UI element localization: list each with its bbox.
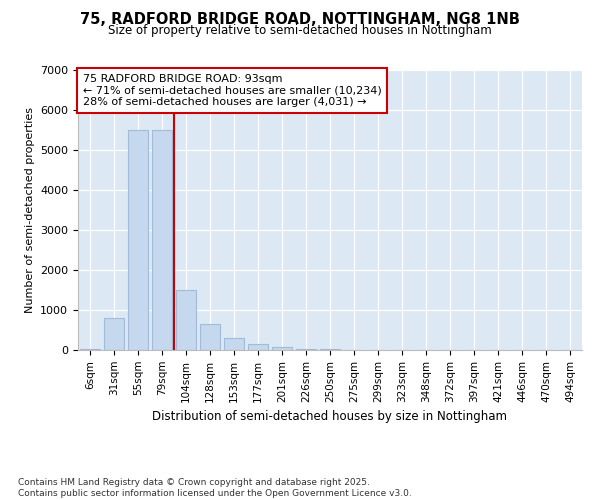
X-axis label: Distribution of semi-detached houses by size in Nottingham: Distribution of semi-detached houses by … <box>152 410 508 423</box>
Bar <box>152 130 172 350</box>
Text: Size of property relative to semi-detached houses in Nottingham: Size of property relative to semi-detach… <box>108 24 492 37</box>
Text: 75 RADFORD BRIDGE ROAD: 93sqm
← 71% of semi-detached houses are smaller (10,234): 75 RADFORD BRIDGE ROAD: 93sqm ← 71% of s… <box>83 74 382 107</box>
Bar <box>128 130 148 350</box>
Y-axis label: Number of semi-detached properties: Number of semi-detached properties <box>25 107 35 313</box>
Text: 75, RADFORD BRIDGE ROAD, NOTTINGHAM, NG8 1NB: 75, RADFORD BRIDGE ROAD, NOTTINGHAM, NG8… <box>80 12 520 28</box>
Bar <box>296 349 316 350</box>
Bar <box>320 349 340 350</box>
Bar <box>272 347 292 350</box>
Bar <box>176 290 196 350</box>
Bar <box>80 349 100 350</box>
Text: Contains HM Land Registry data © Crown copyright and database right 2025.
Contai: Contains HM Land Registry data © Crown c… <box>18 478 412 498</box>
Bar <box>224 338 244 350</box>
Bar <box>200 324 220 350</box>
Bar <box>248 344 268 350</box>
Bar <box>104 318 124 350</box>
